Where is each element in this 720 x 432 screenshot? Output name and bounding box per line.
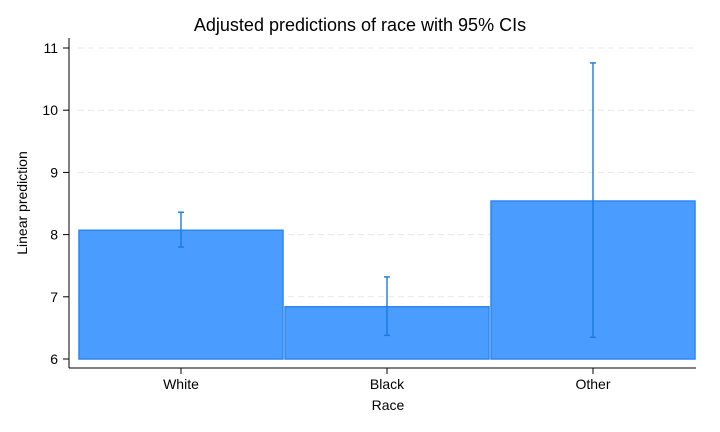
y-tick-label: 7: [50, 289, 58, 305]
y-tick-label: 9: [50, 164, 58, 180]
chart-title: Adjusted predictions of race with 95% CI…: [194, 15, 526, 35]
bar-white: [78, 229, 284, 360]
x-tick-label: Black: [370, 376, 405, 392]
x-tick-label: Other: [575, 376, 610, 392]
y-tick-label: 6: [50, 351, 58, 367]
error-bars: [178, 62, 596, 338]
error-bar-other: [590, 62, 596, 338]
error-bar-white: [178, 211, 184, 248]
x-axis-label: Race: [372, 397, 405, 413]
y-tick-label: 10: [42, 102, 58, 118]
y-axis-label: Linear prediction: [14, 151, 30, 255]
x-tick-label: White: [163, 376, 199, 392]
y-axis-ticks: 6 7 8 9 10 11: [42, 40, 69, 367]
y-tick-label: 8: [50, 227, 58, 243]
x-axis-ticks: White Black Other: [163, 368, 611, 392]
error-bar-black: [384, 276, 390, 337]
y-tick-label: 11: [43, 40, 58, 56]
